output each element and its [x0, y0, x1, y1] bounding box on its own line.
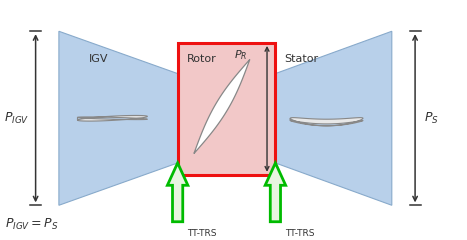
Polygon shape: [290, 118, 363, 126]
Text: $P_S$: $P_S$: [425, 111, 439, 126]
Bar: [177, 43, 276, 175]
Text: $P_{IGV}$: $P_{IGV}$: [4, 111, 29, 126]
Text: IGV: IGV: [89, 54, 109, 65]
Polygon shape: [167, 163, 188, 222]
Text: TT-TRS: TT-TRS: [285, 229, 314, 238]
Text: Stator: Stator: [285, 54, 319, 65]
Text: TT-TRS: TT-TRS: [187, 229, 216, 238]
Text: $P_R$: $P_R$: [234, 48, 247, 62]
Polygon shape: [265, 163, 286, 222]
Text: $P_{IGV} = P_S$: $P_{IGV} = P_S$: [5, 216, 59, 232]
Polygon shape: [194, 60, 250, 154]
Polygon shape: [59, 31, 177, 205]
Text: Rotor: Rotor: [187, 54, 217, 65]
Polygon shape: [78, 115, 148, 121]
Polygon shape: [276, 31, 392, 205]
